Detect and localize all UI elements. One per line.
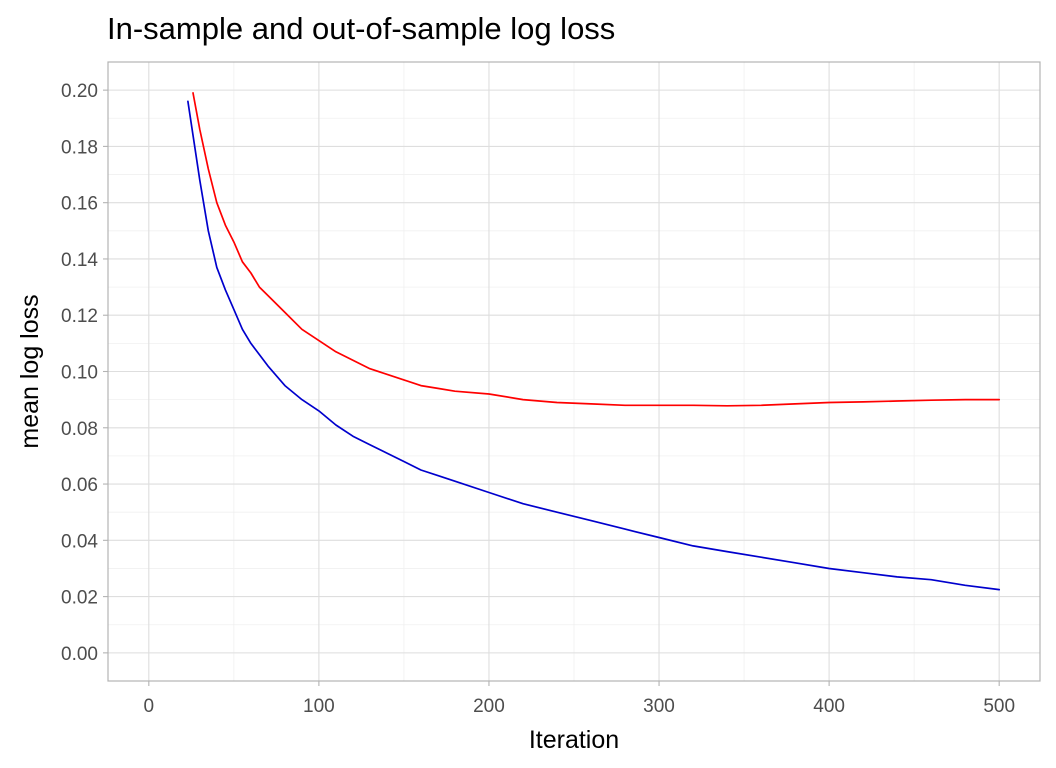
y-tick-label: 0.02 [61, 588, 98, 609]
chart-title: In-sample and out-of-sample log loss [107, 11, 615, 46]
y-axis-title: mean log loss [16, 294, 44, 448]
y-tick-label: 0.16 [61, 194, 98, 215]
y-tick-label: 0.20 [61, 81, 98, 102]
x-tick-label: 0 [144, 696, 155, 717]
x-tick-label: 300 [643, 696, 675, 717]
x-tick-label: 500 [983, 696, 1015, 717]
y-tick-label: 0.18 [61, 137, 98, 158]
y-tick-label: 0.04 [61, 531, 98, 552]
series-group [187, 92, 1001, 591]
grid-lines [108, 62, 1040, 681]
y-axis: 0.00 0.02 0.04 0.06 0.08 0.10 0.12 0.14 0.16 0.18… [61, 81, 108, 665]
y-tick-label: 0.08 [61, 419, 98, 440]
y-tick-label: 0.06 [61, 475, 98, 496]
y-tick-label: 0.00 [61, 644, 98, 665]
x-tick-label: 100 [303, 696, 335, 717]
x-axis-title: Iteration [529, 726, 619, 754]
y-tick-label: 0.14 [61, 250, 98, 271]
y-tick-label: 0.10 [61, 363, 98, 384]
x-tick-label: 200 [473, 696, 505, 717]
x-tick-label: 400 [813, 696, 845, 717]
series-line-1 [192, 92, 1001, 407]
x-axis: 0 100 200 300 400 500 [144, 681, 1015, 717]
series-line-2 [187, 100, 1001, 591]
y-tick-label: 0.12 [61, 306, 98, 327]
